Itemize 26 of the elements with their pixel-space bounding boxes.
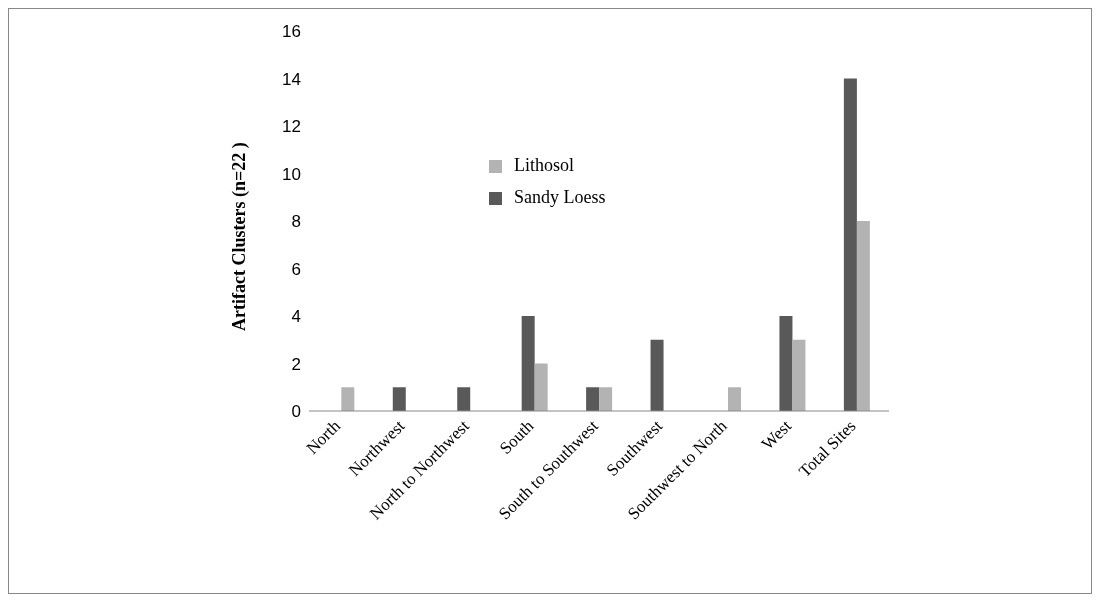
y-tick-label: 16 xyxy=(282,22,301,42)
bar xyxy=(599,387,613,411)
y-tick-label: 10 xyxy=(282,164,301,184)
legend-label: Lithosol xyxy=(514,155,575,175)
y-tick-label: 6 xyxy=(291,259,301,279)
y-tick-label: 12 xyxy=(282,117,301,137)
y-tick-label: 0 xyxy=(291,402,301,422)
bar xyxy=(843,78,857,411)
bar xyxy=(586,387,600,411)
bar xyxy=(728,387,741,411)
bar xyxy=(521,316,535,411)
bar xyxy=(792,339,806,411)
legend-label: Sandy Loess xyxy=(514,187,606,207)
bar xyxy=(457,387,471,411)
bar xyxy=(650,339,664,411)
bar xyxy=(392,387,406,411)
y-tick-label: 14 xyxy=(282,69,301,89)
bar xyxy=(341,387,355,411)
y-tick-label: 2 xyxy=(291,354,301,374)
y-tick-label: 8 xyxy=(291,212,301,232)
y-axis-title: Artifact Clusters (n=22 ) xyxy=(229,142,251,331)
bar xyxy=(534,363,548,411)
bar xyxy=(779,316,793,411)
y-tick-label: 4 xyxy=(291,307,301,327)
bar xyxy=(856,221,870,411)
x-tick-label: West xyxy=(757,416,796,454)
